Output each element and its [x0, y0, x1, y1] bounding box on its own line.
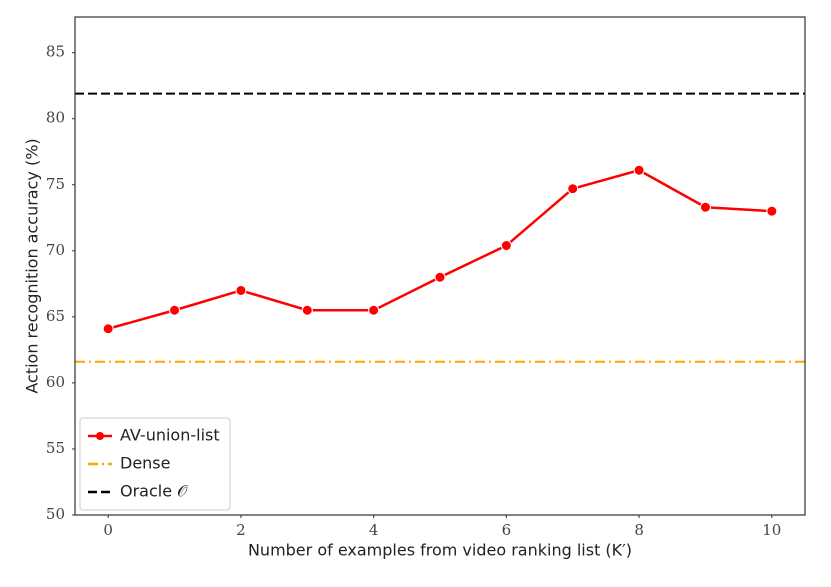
y-tick-label: 60 [46, 373, 65, 391]
x-tick-label: 8 [634, 521, 644, 539]
point [301, 304, 313, 316]
legend-marker [96, 432, 104, 440]
x-axis-label: Number of examples from video ranking li… [248, 541, 632, 560]
series-line [107, 168, 772, 330]
plot-frame [74, 16, 806, 516]
point [434, 271, 446, 283]
y-tick-label: 55 [46, 439, 65, 457]
point [633, 164, 645, 176]
y-tick-label: 50 [46, 505, 65, 523]
point [766, 205, 778, 217]
point [567, 183, 579, 195]
y-axis-label: Action recognition accuracy (%) [23, 138, 42, 393]
legend-label: Oracle 𝒪 [120, 482, 188, 501]
legend-label: AV-union-list [120, 426, 220, 445]
x-tick-label: 0 [103, 521, 113, 539]
x-tick-label: 6 [502, 521, 512, 539]
point [699, 201, 711, 213]
x-tick-label: 4 [369, 521, 379, 539]
x-tick-label: 2 [236, 521, 246, 539]
point [368, 304, 380, 316]
y-tick-label: 80 [46, 109, 65, 127]
point [500, 240, 512, 252]
point [235, 284, 247, 296]
x-tick-label: 10 [762, 521, 781, 539]
y-tick-label: 65 [46, 307, 65, 325]
legend-box [79, 417, 231, 511]
y-tick-label: 75 [46, 175, 65, 193]
point [169, 304, 181, 316]
legend-label: Dense [120, 454, 170, 473]
point [102, 323, 114, 335]
y-tick-label: 85 [46, 43, 65, 61]
y-tick-label: 70 [46, 241, 65, 259]
